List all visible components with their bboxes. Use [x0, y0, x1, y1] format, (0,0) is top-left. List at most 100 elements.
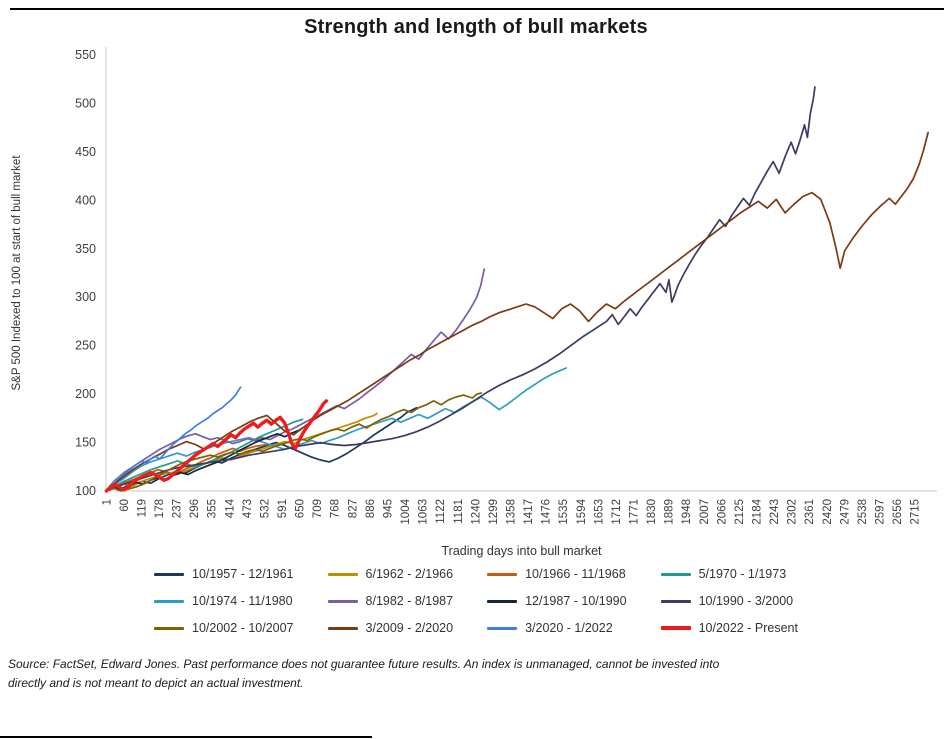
x-tick-label: 60	[119, 499, 131, 512]
x-tick-label: 945	[382, 499, 394, 518]
chart-title: Strength and length of bull markets	[304, 16, 648, 38]
series-line-1966-1968	[105, 443, 268, 492]
x-tick-label: 2420	[822, 499, 834, 525]
series-line-1990-2000	[105, 86, 816, 492]
x-tick-label: 355	[207, 499, 219, 518]
y-tick-label: 450	[75, 145, 96, 159]
x-tick-label: 2656	[892, 499, 904, 525]
y-tick-label: 350	[75, 242, 96, 256]
x-tick-label: 2302	[787, 499, 799, 525]
x-tick-label: 2715	[910, 499, 922, 525]
legend-swatch-2022-present	[660, 626, 691, 630]
source-note-line2: directly and is not meant to depict an a…	[8, 676, 304, 691]
legend-label: 3/2020 - 1/2022	[525, 621, 613, 635]
series-line-2002-2007	[105, 392, 483, 492]
y-tick-label: 400	[75, 193, 96, 207]
legend-swatch-1990-2000	[660, 599, 691, 603]
x-tick-label: 1594	[576, 498, 588, 524]
legend-label: 10/1974 - 11/1980	[192, 594, 293, 608]
legend-item-1970-1973: 5/1970 - 1/1973	[660, 567, 798, 581]
legend-swatch-2002-2007	[154, 626, 185, 630]
legend-item-2002-2007: 10/2002 - 10/2007	[154, 621, 294, 635]
x-tick-label: 2125	[734, 499, 746, 525]
x-tick-label: 650	[295, 499, 307, 518]
screenshot-bottom-edge-line	[0, 736, 372, 738]
x-tick-label: 414	[224, 498, 236, 518]
x-tick-label: 591	[277, 499, 289, 518]
x-tick-label: 2007	[699, 499, 711, 525]
legend-label: 5/1970 - 1/1973	[698, 567, 787, 581]
legend-item-1966-1968: 10/1966 - 11/1968	[487, 567, 626, 581]
y-tick-label: 150	[75, 436, 96, 450]
x-tick-label: 237	[172, 499, 184, 518]
x-tick-label: 2597	[875, 499, 887, 525]
y-axis-title: S&P 500 Indexed to 100 at start of bull …	[11, 155, 23, 391]
legend-label: 10/1957 - 12/1961	[192, 567, 294, 581]
legend-item-2009-2020: 3/2009 - 2/2020	[327, 621, 454, 635]
x-tick-label: 1063	[418, 499, 430, 525]
series-line-1982-1987	[105, 268, 486, 492]
x-tick-label: 2243	[769, 499, 781, 525]
legend-item-1962-1966: 6/1962 - 2/1966	[327, 567, 454, 581]
legend-swatch-1962-1966	[327, 572, 358, 576]
x-tick-label: 2538	[857, 499, 869, 525]
legend-swatch-1974-1980	[154, 599, 185, 603]
legend-label: 10/1990 - 3/2000	[698, 594, 794, 608]
x-tick-label: 886	[365, 499, 377, 518]
legend-swatch-1970-1973	[660, 572, 691, 576]
legend-label: 10/1966 - 11/1968	[525, 567, 626, 581]
series-line-1974-1980	[105, 367, 568, 492]
x-tick-label: 532	[259, 499, 271, 518]
legend-label: 3/2009 - 2/2020	[365, 621, 454, 635]
legend-item-1957-1961: 10/1957 - 12/1961	[154, 567, 294, 581]
x-tick-label: 296	[189, 499, 201, 518]
legend-swatch-1957-1961	[154, 572, 185, 576]
series-line-2009-2020	[105, 131, 929, 492]
x-tick-label: 1	[101, 499, 113, 505]
legend-label: 10/2002 - 10/2007	[192, 621, 294, 635]
legend-item-2020-2022: 3/2020 - 1/2022	[487, 621, 626, 635]
legend-swatch-1966-1968	[487, 572, 518, 576]
legend-item-1990-2000: 10/1990 - 3/2000	[660, 594, 798, 608]
x-tick-label: 473	[242, 499, 254, 518]
x-tick-label: 2066	[716, 499, 728, 525]
x-tick-label: 2184	[752, 498, 764, 524]
legend-label: 6/1962 - 2/1966	[365, 567, 454, 581]
legend-swatch-1982-1987	[327, 599, 358, 603]
x-tick-label: 1240	[470, 499, 482, 525]
chart-legend: 10/1957 - 12/1961 6/1962 - 2/1966 10/1966 …	[0, 567, 952, 635]
x-tick-label: 1535	[558, 499, 570, 525]
x-tick-label: 1181	[453, 499, 465, 524]
x-tick-label: 1889	[664, 499, 676, 525]
series-line-2020-2022	[105, 386, 242, 492]
y-tick-label: 300	[75, 290, 96, 304]
source-note: Source: FactSet, Edward Jones. Past perf…	[8, 655, 952, 693]
x-tick-label: 1830	[646, 499, 658, 525]
legend-label: 12/1987 - 10/1990	[525, 594, 627, 608]
x-axis-title: Trading days into bull market	[441, 544, 602, 558]
legend-swatch-2009-2020	[327, 626, 358, 630]
y-tick-label: 500	[75, 96, 96, 110]
y-tick-label: 250	[75, 339, 96, 353]
y-tick-label: 100	[75, 484, 96, 498]
x-tick-label: 2479	[839, 499, 851, 525]
source-note-line1: Source: FactSet, Edward Jones. Past perf…	[8, 657, 720, 671]
bull-markets-line-chart: 100 150 200 250 300 350 400 450 500 550 1 60 119 178 2…	[11, 47, 937, 558]
x-tick-label: 1653	[593, 499, 605, 525]
x-tick-label: 768	[330, 499, 342, 518]
y-tick-label: 200	[75, 387, 96, 401]
y-tick-label: 550	[75, 48, 96, 62]
legend-item-1974-1980: 10/1974 - 11/1980	[154, 594, 293, 608]
series-line-1987-1990	[105, 427, 304, 492]
x-tick-label: 1476	[541, 499, 553, 525]
x-tick-label: 178	[154, 499, 166, 518]
x-tick-label: 1712	[611, 499, 623, 525]
x-tick-label: 1004	[400, 498, 412, 524]
x-tick-label: 2361	[804, 499, 816, 525]
legend-item-1987-1990: 12/1987 - 10/1990	[487, 594, 627, 608]
x-tick-label: 1417	[523, 499, 535, 525]
legend-label: 8/1982 - 8/1987	[365, 594, 454, 608]
x-tick-label: 1948	[681, 499, 693, 525]
x-tick-label: 119	[136, 499, 148, 517]
x-tick-label: 1122	[435, 499, 447, 524]
